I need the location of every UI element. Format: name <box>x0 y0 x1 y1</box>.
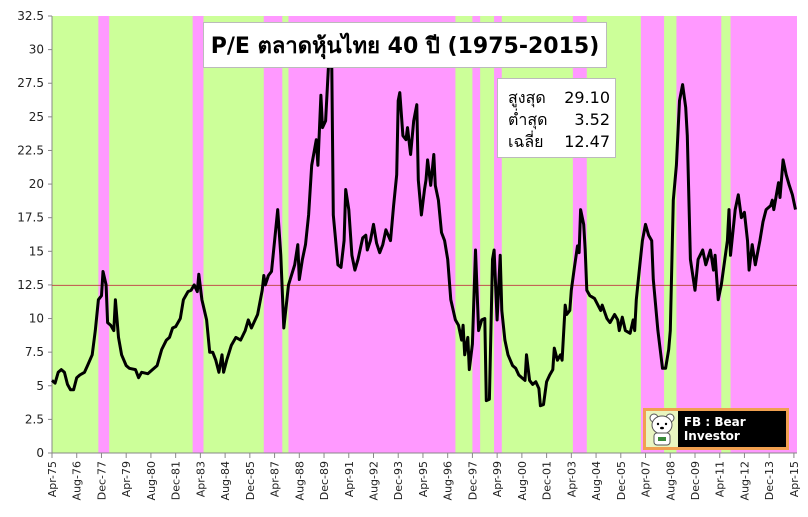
y-tick-label: 10 <box>29 312 44 326</box>
logo-text: FB : Bear Investor <box>683 415 746 443</box>
logo-badge: FB : Bear Investor <box>643 408 789 450</box>
x-tick-label: Aug-04 <box>590 461 603 500</box>
x-tick-label: Aug-76 <box>71 461 84 500</box>
stat-label: ต่ำสุด <box>508 110 548 129</box>
stat-label: เฉลี่ย <box>508 132 544 151</box>
period-band <box>676 16 722 453</box>
stats-box: สูงสุด 29.10 ต่ำสุด 3.52 เฉลี่ย 12.47 <box>497 78 616 158</box>
x-tick-label: Aug-88 <box>293 461 306 500</box>
stat-value: 3.52 <box>574 110 610 129</box>
x-tick-label: Apr-07 <box>640 461 653 497</box>
x-tick-label: Dec-09 <box>689 461 702 500</box>
x-tick-label: Apr-83 <box>194 461 207 497</box>
x-tick-label: Dec-05 <box>615 461 628 500</box>
x-tick-label: Aug-80 <box>145 461 158 500</box>
x-tick-label: Dec-97 <box>466 461 479 500</box>
x-tick-label: Apr-75 <box>46 461 59 497</box>
y-tick-label: 32.5 <box>17 9 44 23</box>
stat-max: สูงสุด 29.10 <box>508 87 615 109</box>
pe-series-line <box>51 60 797 408</box>
period-band <box>98 16 110 453</box>
y-tick-label: 22.5 <box>17 143 44 157</box>
x-tick-label: Dec-89 <box>318 461 331 500</box>
y-tick-label: 0 <box>36 446 44 460</box>
stat-min: ต่ำสุด 3.52 <box>508 109 615 131</box>
x-tick-label: Aug-96 <box>442 461 455 500</box>
y-tick-label: 2.5 <box>25 412 44 426</box>
y-tick-label: 5 <box>36 379 44 393</box>
y-tick-label: 15 <box>29 244 44 258</box>
x-tick-label: Apr-87 <box>269 461 282 497</box>
x-tick-label: Aug-92 <box>367 461 380 500</box>
y-tick-label: 25 <box>29 110 44 124</box>
stat-average: เฉลี่ย 12.47 <box>508 131 615 153</box>
stat-label: สูงสุด <box>508 88 546 107</box>
x-tick-label: Apr-99 <box>491 461 504 497</box>
y-tick-label: 17.5 <box>17 211 44 225</box>
period-band <box>494 16 502 453</box>
y-tick-label: 20 <box>29 177 44 191</box>
x-tick-label: Apr-03 <box>565 461 578 497</box>
x-tick-label: Apr-15 <box>788 461 801 497</box>
x-tick-label: Apr-11 <box>714 461 727 497</box>
x-tick-label: Dec-13 <box>763 461 776 500</box>
y-tick-label: 27.5 <box>17 76 44 90</box>
period-band <box>192 16 204 453</box>
y-tick-label: 7.5 <box>25 345 44 359</box>
period-band <box>472 16 481 453</box>
chart-title: P/E ตลาดหุ้นไทย 40 ปี (1975-2015) <box>203 22 607 68</box>
x-tick-label: Aug-84 <box>219 461 232 500</box>
stat-value: 12.47 <box>564 132 610 151</box>
x-tick-label: Aug-00 <box>516 461 529 500</box>
x-tick-label: Aug-12 <box>738 461 751 500</box>
stat-value: 29.10 <box>564 88 610 107</box>
y-tick-label: 12.5 <box>17 278 44 292</box>
y-tick-label: 30 <box>29 43 44 57</box>
x-tick-label: Aug-08 <box>664 461 677 500</box>
chart-title-text: P/E ตลาดหุ้นไทย 40 ปี (1975-2015) <box>210 33 600 59</box>
x-tick-label: Dec-77 <box>95 461 108 500</box>
x-tick-label: Apr-95 <box>417 461 430 497</box>
x-tick-label: Dec-85 <box>244 461 257 500</box>
x-tick-label: Apr-91 <box>343 461 356 497</box>
period-band <box>730 16 797 453</box>
x-tick-label: Dec-01 <box>541 461 554 500</box>
period-band <box>263 16 283 453</box>
x-tick-label: Dec-93 <box>392 461 405 500</box>
x-tick-label: Dec-81 <box>170 461 183 500</box>
x-tick-label: Apr-79 <box>120 461 133 497</box>
bear-mascot-icon <box>646 411 678 447</box>
